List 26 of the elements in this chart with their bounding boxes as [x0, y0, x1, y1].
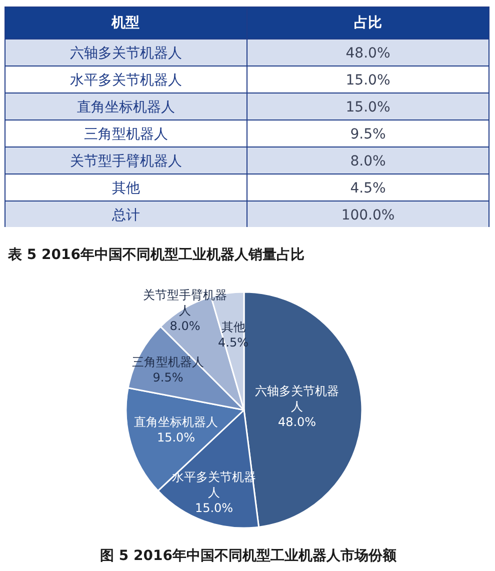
- category-label: 关节型手臂机器人: [70, 154, 182, 170]
- data-label: 4.5%: [350, 180, 386, 196]
- text: 图 5 2016年中国不同机型工业机器人市场份额: [100, 547, 398, 564]
- text: 机型: [110, 15, 140, 31]
- data-label: 8.0%: [350, 154, 386, 170]
- data-label: 48.0%: [278, 415, 316, 430]
- slice-label: 关节型手臂机器人: [143, 288, 227, 318]
- category-label: 其他: [112, 180, 140, 196]
- category-label: 水平多关节机器人: [70, 72, 182, 88]
- data-label: 15.0%: [156, 430, 196, 445]
- data-label: 48.0%: [346, 46, 390, 62]
- data-label: 100.0%: [341, 208, 395, 224]
- category-label: 直角坐标机器人: [77, 100, 175, 116]
- slice-label: 直角坐标机器人: [134, 415, 218, 429]
- text: 表 5 2016年中国不同机型工业机器人销量占比: [7, 247, 304, 263]
- data-label: 9.5%: [350, 126, 386, 142]
- data-label: 15.0%: [346, 72, 390, 88]
- text: 占比: [354, 15, 382, 31]
- category-label: 三角型机器人: [84, 126, 168, 142]
- data-label: 8.0%: [170, 319, 200, 334]
- data-label: 15.0%: [194, 501, 234, 516]
- category-label: 总计: [111, 208, 140, 224]
- category-label: 六轴多关节机器人: [70, 46, 182, 62]
- data-label: 9.5%: [152, 370, 184, 385]
- data-label: 15.0%: [346, 100, 390, 116]
- slice-label: 六轴多关节机器人: [255, 384, 339, 414]
